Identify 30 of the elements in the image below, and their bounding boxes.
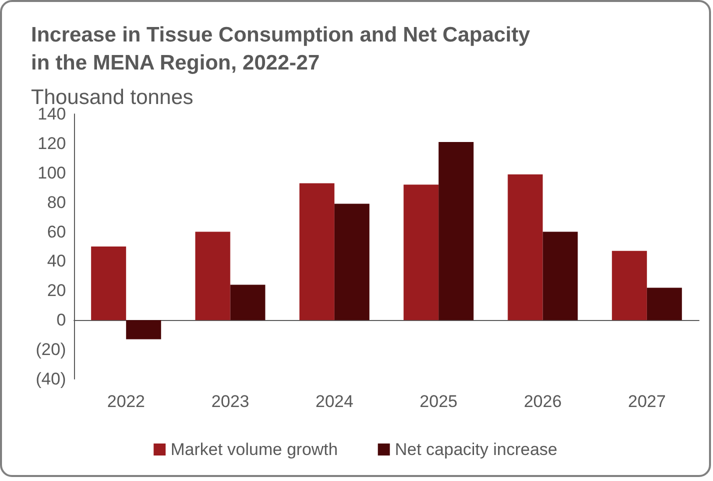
bar — [126, 320, 162, 340]
bar — [195, 232, 230, 320]
x-tick-label: 2027 — [628, 392, 666, 411]
x-tick-label: 2022 — [107, 392, 145, 411]
bar — [91, 246, 126, 320]
x-tick-label: 2024 — [316, 392, 354, 411]
x-tick-label: 2023 — [211, 392, 250, 411]
legend-label: Net capacity increase — [394, 440, 558, 459]
bar — [334, 204, 370, 320]
x-tick-label: 2026 — [524, 392, 562, 411]
bar — [404, 184, 439, 320]
y-tick-label: (40) — [36, 370, 66, 388]
y-tick-label: (20) — [36, 340, 66, 360]
bar — [230, 284, 266, 320]
y-tick-label: 0 — [56, 310, 66, 330]
y-tick-label: 60 — [47, 222, 66, 242]
x-tick-label: 2025 — [420, 392, 458, 411]
bar — [646, 288, 682, 320]
legend-label: Market volume growth — [170, 440, 338, 459]
y-tick-label: 80 — [47, 192, 66, 212]
bar — [438, 142, 474, 320]
bar — [542, 232, 578, 320]
bar — [299, 183, 334, 320]
y-tick-label: 100 — [38, 163, 66, 182]
chart-title: Increase in Tissue Consumption and Net Capacity in the MENA Region, 2022-27 — [31, 24, 530, 74]
bar — [508, 174, 543, 320]
y-tick-label: 20 — [47, 281, 66, 300]
y-tick-label: 40 — [47, 252, 66, 271]
y-tick-label: 120 — [38, 134, 66, 153]
bar — [612, 250, 647, 320]
